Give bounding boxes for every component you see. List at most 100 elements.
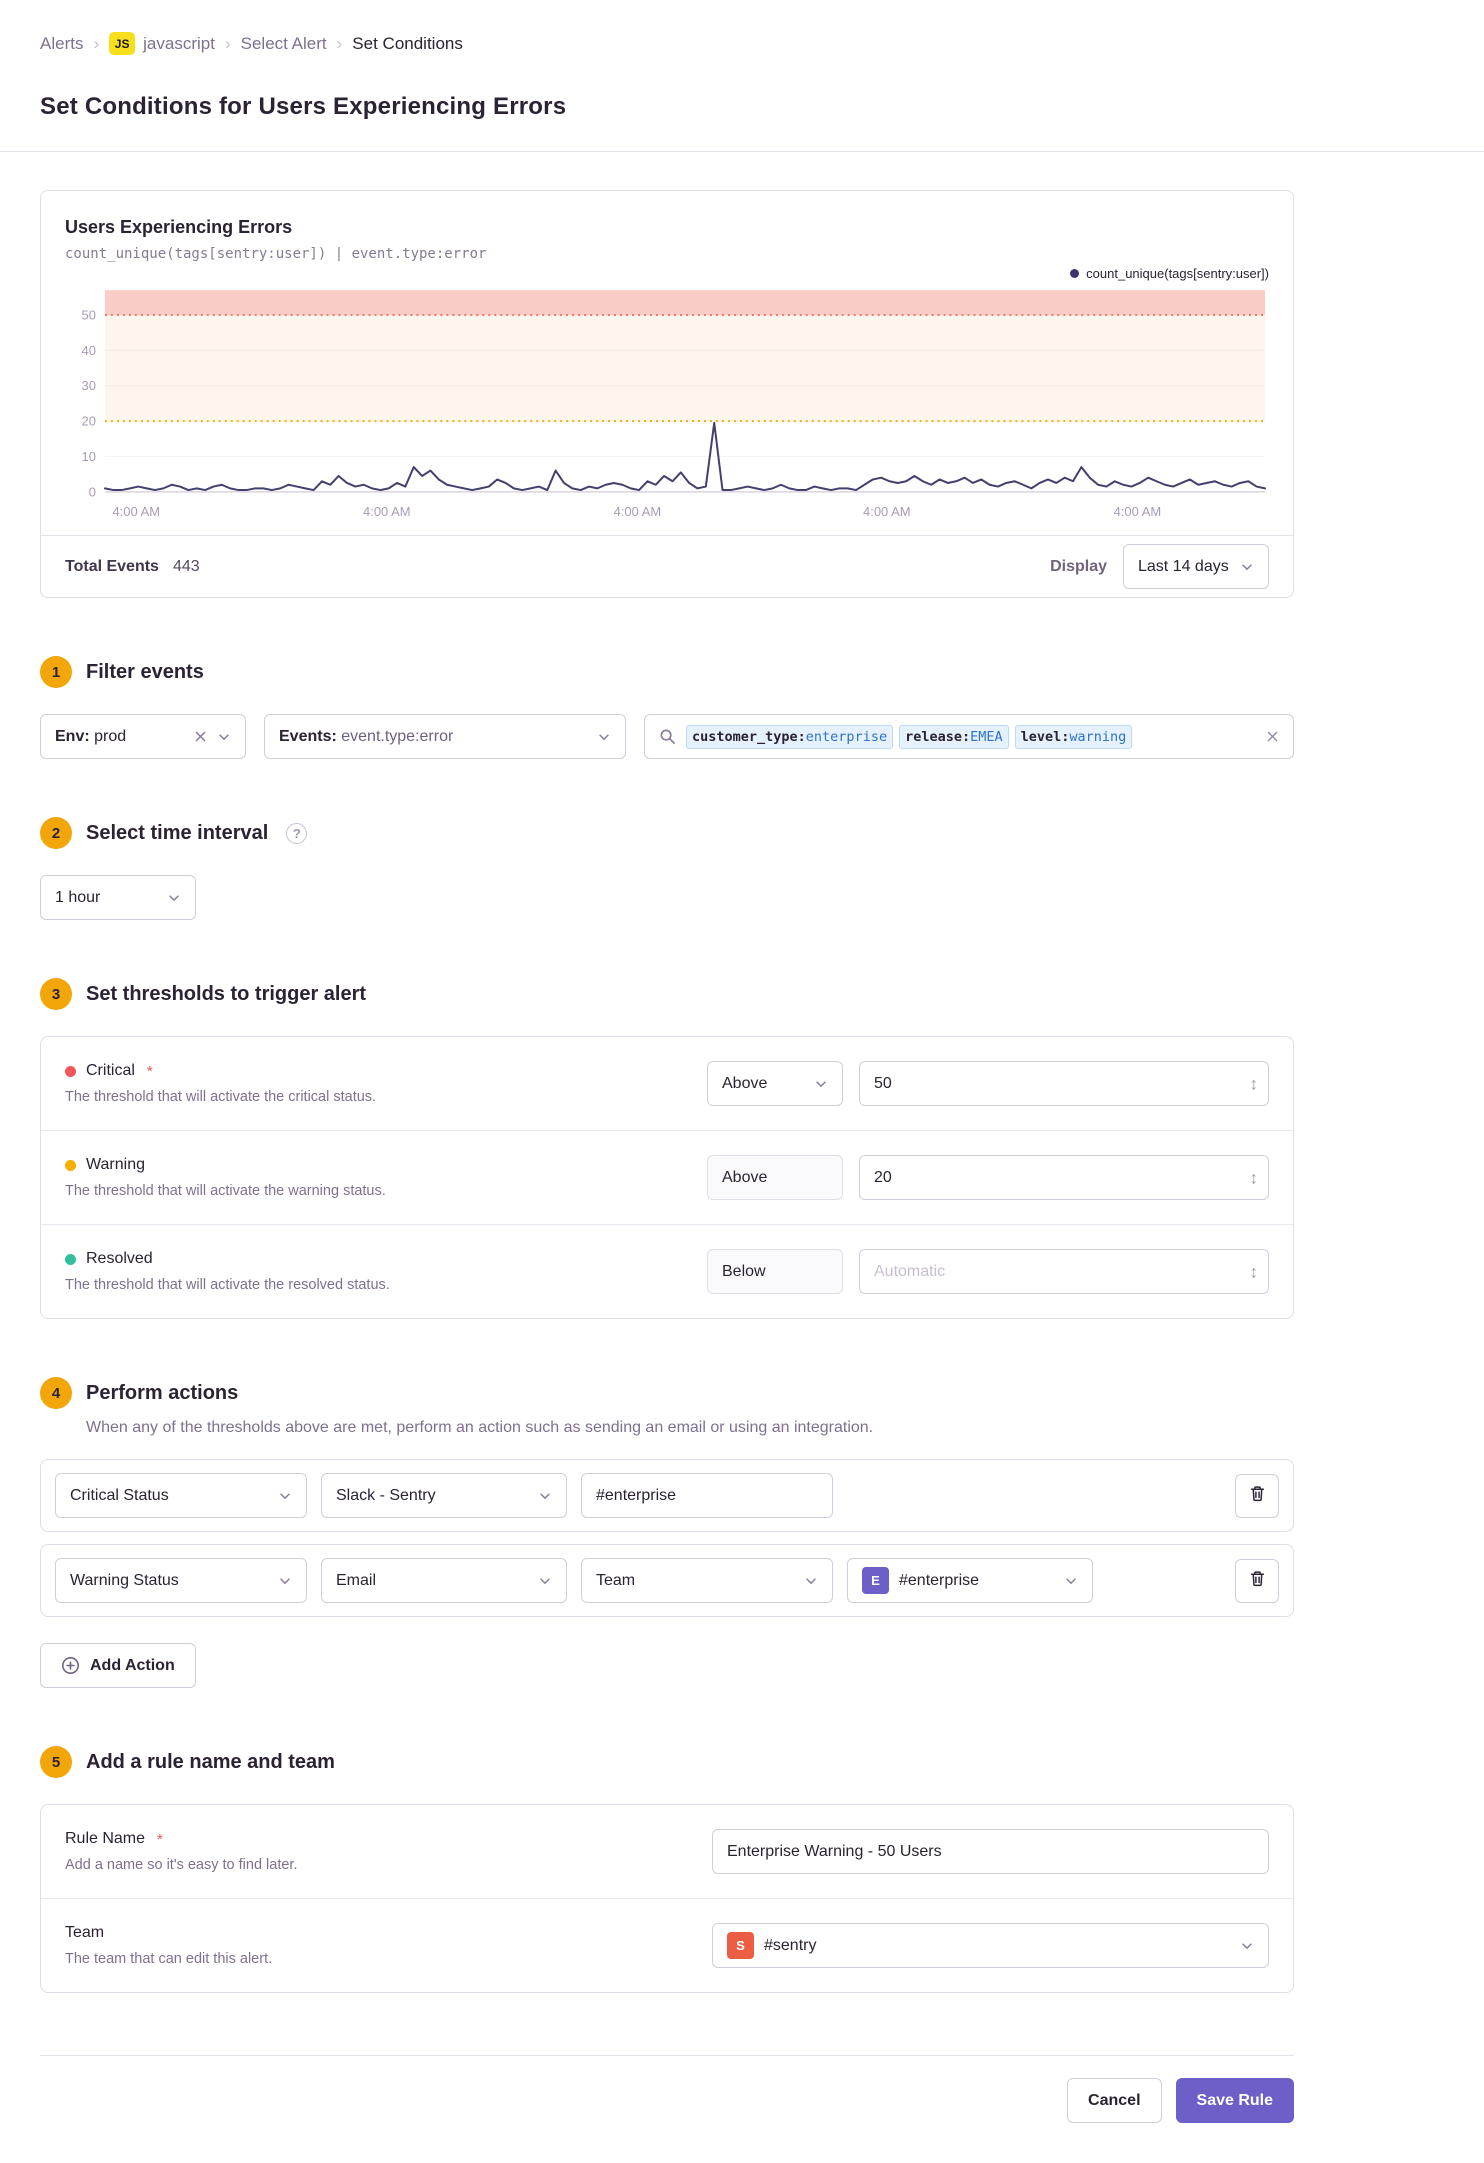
svg-text:4:00 AM: 4:00 AM xyxy=(112,504,160,519)
help-icon[interactable]: ? xyxy=(286,822,308,844)
team-avatar-s: S xyxy=(727,1932,754,1959)
chevron-down-icon xyxy=(1240,1939,1254,1953)
total-events-label: Total Events xyxy=(65,557,159,575)
chevron-down-icon xyxy=(597,730,611,744)
action2-team-select[interactable]: E #enterprise xyxy=(847,1558,1093,1603)
chevron-down-icon xyxy=(1240,560,1254,574)
thresholds-title: Set thresholds to trigger alert xyxy=(86,982,367,1005)
breadcrumb-project-label: javascript xyxy=(143,33,215,53)
resolved-description: The threshold that will activate the res… xyxy=(65,1277,390,1293)
step-5-badge: 5 xyxy=(40,1746,72,1778)
javascript-platform-icon: JS xyxy=(109,32,136,55)
perform-actions-subtitle: When any of the thresholds above are met… xyxy=(86,1419,874,1436)
action2-service-select[interactable]: Email xyxy=(321,1558,567,1603)
resolved-threshold-input[interactable] xyxy=(859,1249,1269,1294)
section-time-interval: 2 Select time interval ? 1 hour xyxy=(40,817,1294,920)
chevron-down-icon xyxy=(278,1489,292,1503)
critical-threshold-input[interactable] xyxy=(859,1061,1269,1106)
add-action-label: Add Action xyxy=(90,1656,175,1674)
trash-icon xyxy=(1249,1570,1266,1592)
breadcrumb-select-alert[interactable]: Select Alert xyxy=(240,33,327,53)
action2-status-select[interactable]: Warning Status xyxy=(55,1558,307,1603)
resolved-label: Resolved xyxy=(86,1250,153,1267)
action1-delete-button[interactable] xyxy=(1235,1473,1279,1518)
team-select[interactable]: S #sentry xyxy=(712,1923,1269,1968)
svg-text:4:00 AM: 4:00 AM xyxy=(1114,504,1162,519)
save-rule-button[interactable]: Save Rule xyxy=(1175,2078,1294,2123)
chevron-right-icon: › xyxy=(224,33,231,53)
svg-text:10: 10 xyxy=(82,449,96,464)
warning-operator-select: Above xyxy=(707,1155,843,1200)
filter-search-input[interactable]: customer_type:enterprise release:EMEA le… xyxy=(644,714,1294,759)
rule-name-label: Rule Name xyxy=(65,1830,146,1847)
trash-icon xyxy=(1249,1485,1266,1507)
chevron-right-icon: › xyxy=(336,33,343,53)
resolved-threshold-row: Resolved The threshold that will activat… xyxy=(41,1224,1293,1318)
filter-events-title: Filter events xyxy=(86,660,204,683)
search-tokens: customer_type:enterprise release:EMEA le… xyxy=(686,724,1256,749)
step-1-badge: 1 xyxy=(40,656,72,688)
chart-footer: Total Events 443 Display Last 14 days xyxy=(41,535,1293,597)
search-token-release[interactable]: release:EMEA xyxy=(899,724,1009,749)
svg-text:4:00 AM: 4:00 AM xyxy=(863,504,911,519)
required-asterisk: * xyxy=(157,1830,163,1848)
legend-dot-icon xyxy=(1070,268,1080,278)
critical-label: Critical xyxy=(86,1062,135,1079)
environment-select[interactable]: Env: prod xyxy=(40,714,246,759)
breadcrumb-alerts[interactable]: Alerts xyxy=(40,33,84,53)
team-row: Team The team that can edit this alert. … xyxy=(41,1898,1293,1992)
action-row-critical: Critical Status Slack - Sentry xyxy=(40,1459,1294,1532)
team-description: The team that can edit this alert. xyxy=(65,1951,273,1967)
events-line-chart: 0 10 20 30 40 50 4:00 AM 4:00 AM 4:00 AM 4:00 AM 4… xyxy=(65,282,1269,529)
rule-name-description: Add a name so it's easy to find later. xyxy=(65,1857,298,1873)
clear-search-icon[interactable] xyxy=(1266,730,1279,743)
svg-text:4:00 AM: 4:00 AM xyxy=(614,504,662,519)
critical-status-dot xyxy=(65,1065,76,1077)
section-filter-events: 1 Filter events Env: prod Events: event.… xyxy=(40,656,1294,759)
event-types-select[interactable]: Events: event.type:error xyxy=(264,714,626,759)
team-avatar-e: E xyxy=(862,1567,889,1594)
warning-threshold-row: Warning The threshold that will activate… xyxy=(41,1130,1293,1224)
svg-text:4:00 AM: 4:00 AM xyxy=(363,504,411,519)
display-range-value: Last 14 days xyxy=(1138,557,1229,575)
search-token-customer-type[interactable]: customer_type:enterprise xyxy=(686,724,894,749)
clear-environment-icon[interactable] xyxy=(194,730,207,743)
step-2-badge: 2 xyxy=(40,817,72,849)
svg-text:40: 40 xyxy=(82,343,96,358)
main-content: Users Experiencing Errors count_unique(t… xyxy=(40,190,1294,2163)
cancel-button[interactable]: Cancel xyxy=(1067,2078,1162,2123)
warning-threshold-input[interactable] xyxy=(859,1155,1269,1200)
add-action-button[interactable]: Add Action xyxy=(40,1643,196,1688)
critical-operator-select[interactable]: Above xyxy=(707,1061,843,1106)
chevron-down-icon xyxy=(278,1574,292,1588)
chart-body: Users Experiencing Errors count_unique(t… xyxy=(41,191,1293,535)
action1-service-select[interactable]: Slack - Sentry xyxy=(321,1473,567,1518)
time-interval-select[interactable]: 1 hour xyxy=(40,875,196,920)
rule-name-title: Add a rule name and team xyxy=(86,1750,335,1773)
form-footer: Cancel Save Rule xyxy=(40,2055,1294,2123)
rule-name-input[interactable] xyxy=(712,1829,1269,1874)
search-icon xyxy=(659,728,676,745)
perform-actions-title: Perform actions xyxy=(86,1381,239,1404)
section-perform-actions: 4 Perform actions When any of the thresh… xyxy=(40,1377,1294,1688)
breadcrumb-project[interactable]: JS javascript xyxy=(109,32,215,55)
time-interval-heading: 2 Select time interval ? xyxy=(40,817,1294,849)
perform-actions-heading: 4 Perform actions xyxy=(40,1377,1294,1409)
team-label: Team xyxy=(65,1924,105,1941)
action1-status-select[interactable]: Critical Status xyxy=(55,1473,307,1518)
action1-channel-input[interactable] xyxy=(581,1473,833,1518)
action2-target-type-select[interactable]: Team xyxy=(581,1558,833,1603)
svg-text:50: 50 xyxy=(82,307,96,322)
display-range-select[interactable]: Last 14 days xyxy=(1123,544,1269,589)
step-4-badge: 4 xyxy=(40,1377,72,1409)
breadcrumb: Alerts › JS javascript › Select Alert › … xyxy=(40,32,1444,55)
action2-delete-button[interactable] xyxy=(1235,1558,1279,1603)
search-token-level[interactable]: level:warning xyxy=(1014,724,1133,749)
section-thresholds: 3 Set thresholds to trigger alert Critic… xyxy=(40,978,1294,1319)
chevron-down-icon xyxy=(538,1489,552,1503)
total-events-value: 443 xyxy=(172,557,200,575)
chart-title: Users Experiencing Errors xyxy=(65,217,293,237)
chart-query: count_unique(tags[sentry:user]) | event.… xyxy=(65,246,487,262)
chevron-right-icon: › xyxy=(93,33,100,53)
